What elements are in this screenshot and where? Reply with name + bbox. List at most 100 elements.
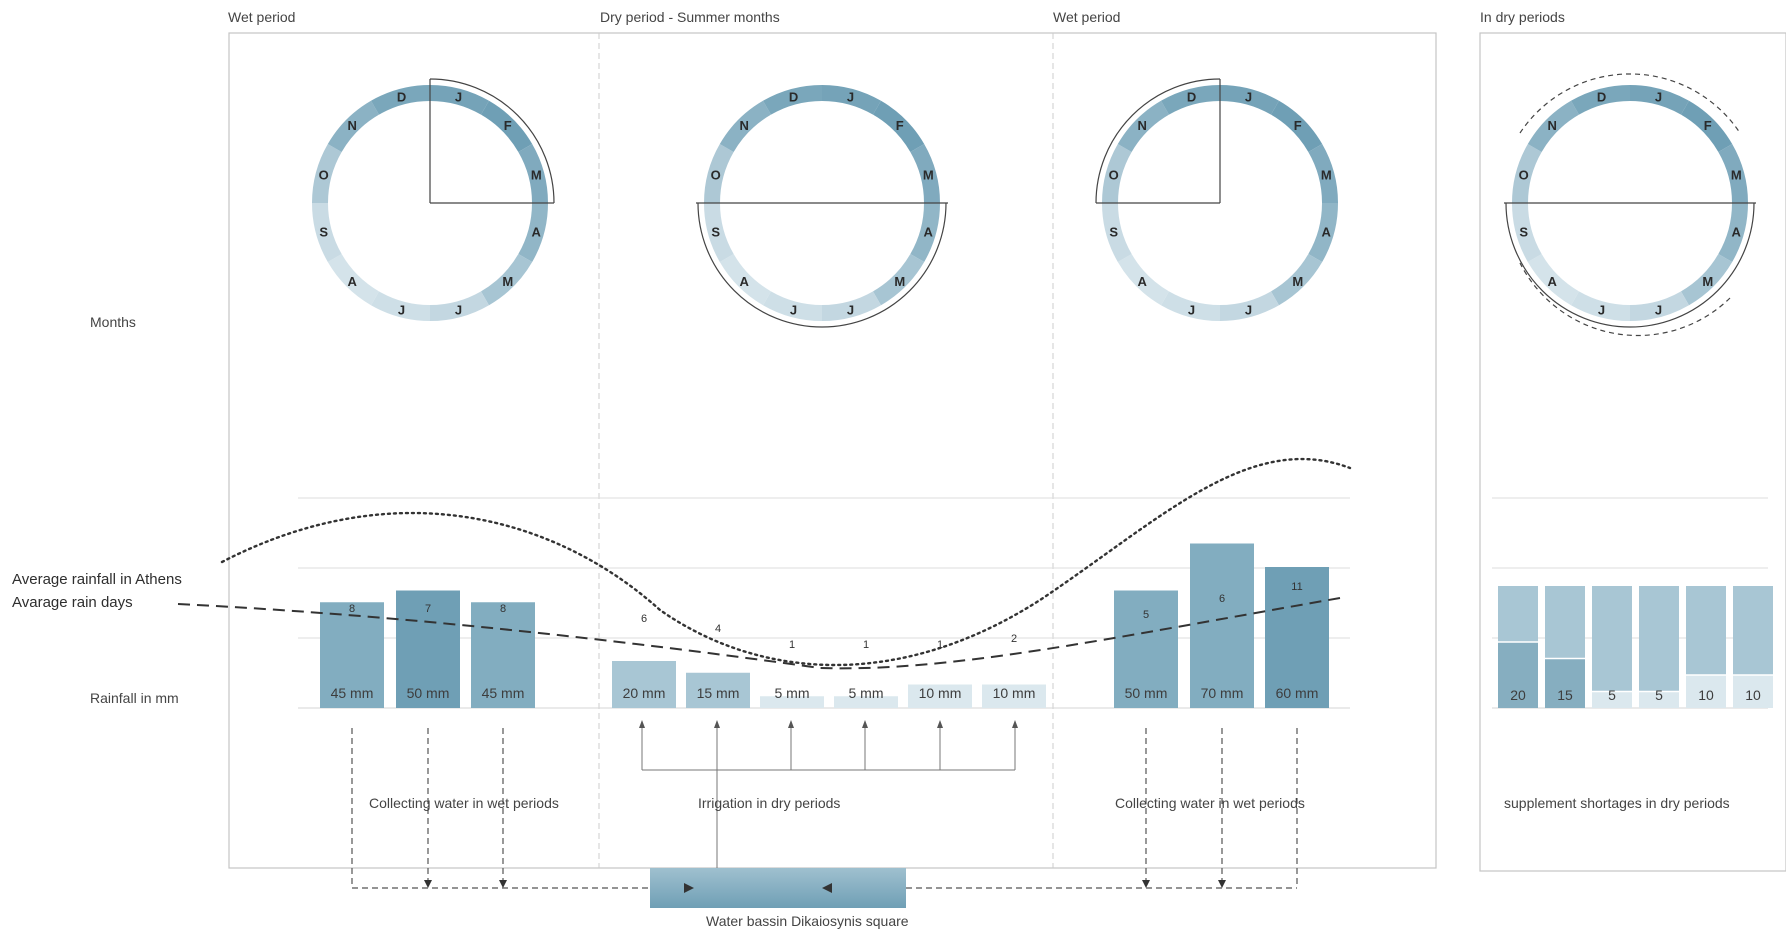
wheel-month-letter: M [894,274,905,289]
wheel-month-segment [312,144,342,203]
wheel-month-segment [1102,203,1132,262]
supplement-bar-fill [1545,658,1585,708]
rain-days-label: 5 [1143,609,1149,621]
basin-label: Water bassin Dikaiosynis square [706,913,909,929]
irrigation-arrowhead [862,720,868,728]
wheel-month-segment [327,100,379,152]
wheel-month-segment [719,254,771,306]
wheel-month-segment [1681,100,1733,152]
wheel-month-letter: D [1597,90,1606,105]
collect-arrowhead [1142,880,1150,888]
wheel-month-letter: A [1138,274,1148,289]
wheel-month-letter: J [847,302,854,317]
month-wheel: J F M A M J J A S O N D [1504,73,1756,337]
wheel-month-letter: J [790,302,797,317]
rain-days-label: 2 [1011,633,1017,645]
wheel-highlight-arc [1505,202,1755,328]
wheel-month-letter: M [1292,274,1303,289]
basin-inflow-arrow-right [822,883,832,893]
rainfall-bar [320,602,384,708]
wheel-month-letter: J [1245,90,1252,105]
wheel-month-segment [1681,254,1733,306]
average-rain-days-curve [177,597,1341,670]
wheel-month-segment [822,291,881,321]
irrigation-arrowhead [937,720,943,728]
wheel-month-segment [1161,291,1220,321]
wheel-month-segment [1630,85,1689,115]
wheel-month-segment [873,254,925,306]
rain-days-label: 4 [715,623,721,635]
wheel-month-letter: O [1109,168,1119,183]
rainfall-bar-label: 15 mm [697,685,740,701]
supplement-bar-fill [1639,691,1679,708]
wheel-month-segment [873,100,925,152]
wheel-month-segment [1161,85,1220,115]
supplement-bars: 20 15 5 5 10 10 [1498,586,1773,708]
rain-days-label: 8 [349,603,355,615]
wheel-month-letter: F [504,118,512,133]
wheel-month-segment [371,85,430,115]
rainfall-bar-label: 50 mm [407,685,450,701]
flow-label-collecting-1: Collecting water in wet periods [369,795,559,811]
wheel-month-letter: M [531,168,542,183]
rain-days-label: 1 [937,639,943,651]
supplement-bar-label: 10 [1698,687,1714,703]
irrigation-arrowhead [788,720,794,728]
wheel-month-segment [371,291,430,321]
wheel-month-letter: S [711,224,720,239]
wheel-month-letter: A [924,224,934,239]
irrigation-arrowhead [714,720,720,728]
wheel-month-letter: F [896,118,904,133]
wheel-month-letter: D [397,90,406,105]
collecting-flows [351,728,1298,889]
wheel-highlight-arc [1095,78,1221,204]
wheel-month-letter: J [1655,302,1662,317]
wheel-month-segment [430,85,489,115]
rain-days-label: 6 [1219,593,1225,605]
wheel-month-segment [1512,144,1542,203]
supplement-bar-fill [1592,691,1632,708]
wheel-month-letter: O [1519,168,1529,183]
wheel-month-letter: A [1548,274,1558,289]
collect-arrowhead [424,880,432,888]
wheel-month-segment [518,144,548,203]
wheel-month-segment [1512,203,1542,262]
supplement-bar-fill [1686,675,1726,708]
wheel-month-letter: M [502,274,513,289]
wheel-month-letter: O [711,168,721,183]
wheel-month-segment [763,85,822,115]
irrigation-arrowheads [639,720,1018,770]
month-wheel: J F M A M J J A S O N D [1095,78,1338,321]
rainfall-bar [612,661,676,708]
rainfall-bar-label: 10 mm [993,685,1036,701]
rainfall-bar [1265,567,1329,708]
supplement-bar-background [1639,586,1679,708]
wheel-month-segment [704,144,734,203]
supplement-bar-label: 10 [1745,687,1761,703]
wheel-month-segment [1630,291,1689,321]
wheel-month-letter: F [1294,118,1302,133]
wheel-month-segment [1117,100,1169,152]
flow-label-supplement: supplement shortages in dry periods [1504,795,1730,811]
wheel-month-letter: M [1321,168,1332,183]
wheel-month-segment [910,203,940,262]
supplement-bar-fill [1733,675,1773,708]
extra-panel-frame [1479,32,1786,872]
wheel-month-letter: A [1322,224,1332,239]
wheel-month-letter: J [1188,302,1195,317]
wheel-month-segment [1571,85,1630,115]
wheel-month-segment [1571,291,1630,321]
rainfall-bar-label: 60 mm [1276,685,1319,701]
supplement-bar-fill [1498,642,1538,708]
wheel-month-segment [481,100,533,152]
rainfall-bar [1114,590,1178,708]
wheel-period-highlight [429,78,555,204]
wheel-month-segment [704,203,734,262]
wheel-month-letter: J [398,302,405,317]
rainfall-bar [1190,543,1254,708]
rainfall-bar-label: 20 mm [623,685,666,701]
wheel-month-segment [1271,254,1323,306]
average-rainfall-curve [220,457,1352,667]
wheel-highlight-arc [697,202,947,328]
basin-inflow-arrow-left [684,883,694,893]
